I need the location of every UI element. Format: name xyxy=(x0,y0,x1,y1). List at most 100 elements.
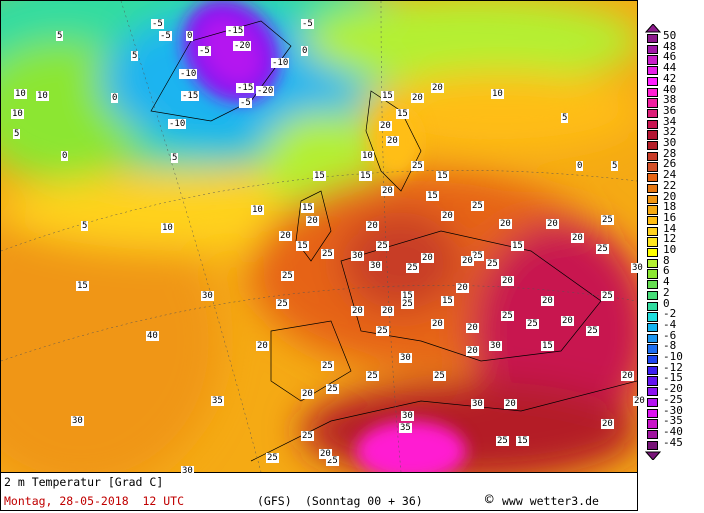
temperature-label: 20 xyxy=(456,283,469,293)
temperature-label: 25 xyxy=(486,259,499,269)
legend-row: -25 xyxy=(643,394,703,408)
temperature-map: -5 -5 0 5 0 -15 -20 -5 -10 -10 -15 -15 -5 -20 -10 -5 0 5 1… xyxy=(0,0,651,491)
legend-swatch xyxy=(647,130,658,140)
legend-row: -40 xyxy=(643,426,703,440)
legend-swatch xyxy=(647,301,658,311)
legend-label: 14 xyxy=(663,221,677,235)
temperature-label: 15 xyxy=(301,203,314,213)
map-title: 2 m Temperatur [Grad C] xyxy=(4,475,164,489)
temperature-label: 20 xyxy=(381,306,394,316)
legend-swatch xyxy=(647,151,658,162)
legend-swatch xyxy=(647,98,658,108)
legend-label: -40 xyxy=(663,424,683,438)
legend-swatch xyxy=(647,397,658,408)
legend-swatch xyxy=(647,141,658,151)
legend-row: 28 xyxy=(643,148,703,162)
legend-label: -35 xyxy=(663,414,683,428)
legend-label: -8 xyxy=(663,339,677,353)
temperature-label: 25 xyxy=(321,361,334,371)
legend-row: 46 xyxy=(643,51,703,65)
temperature-label: 10 xyxy=(11,109,24,119)
temperature-label: 25 xyxy=(526,319,539,329)
legend-label: -6 xyxy=(663,328,677,342)
temperature-label: 5 xyxy=(611,161,619,171)
temperature-label: 20 xyxy=(306,216,319,226)
temperature-label: -5 xyxy=(159,31,172,41)
legend-label: 36 xyxy=(663,103,677,117)
legend-swatch xyxy=(647,248,658,258)
legend-swatch xyxy=(647,290,658,301)
temperature-label: 10 xyxy=(361,151,374,161)
temperature-label: 5 xyxy=(171,153,179,163)
legend-label: 12 xyxy=(663,232,677,246)
temperature-label: 5 xyxy=(81,221,89,231)
temperature-label: 30 xyxy=(369,261,382,271)
temperature-label: 25 xyxy=(376,241,389,251)
legend-row: 50 xyxy=(643,30,703,44)
temperature-label: 20 xyxy=(561,316,574,326)
temperature-label: 25 xyxy=(596,244,609,254)
legend-label: -4 xyxy=(663,317,677,331)
temperature-label: 25 xyxy=(326,456,339,466)
temperature-label: 15 xyxy=(396,109,409,119)
temperature-label: -20 xyxy=(233,41,252,51)
temperature-label: 30 xyxy=(631,263,644,273)
temperature-label: 40 xyxy=(146,331,159,341)
map-footer: 2 m Temperatur [Grad C] Montag, 28-05-20… xyxy=(0,473,638,511)
temperature-label: 35 xyxy=(211,396,224,406)
legend-label: 22 xyxy=(663,178,677,192)
legend-label: 26 xyxy=(663,157,677,171)
temperature-label: -10 xyxy=(179,69,198,79)
temperature-label: 0 xyxy=(111,93,119,103)
temperature-label: 20 xyxy=(386,136,399,146)
temperature-label: 20 xyxy=(319,449,332,459)
site-link[interactable]: www wetter3.de xyxy=(502,494,599,508)
legend-row: 18 xyxy=(643,201,703,215)
legend-swatch xyxy=(647,429,658,440)
legend-swatch xyxy=(647,183,658,194)
legend-row: 42 xyxy=(643,73,703,87)
temperature-label: 5 xyxy=(56,31,64,41)
legend-row: 22 xyxy=(643,180,703,194)
temperature-label: 30 xyxy=(399,353,412,363)
legend-swatch xyxy=(647,44,658,55)
temperature-label: 10 xyxy=(161,223,174,233)
temperature-label: 5 xyxy=(13,129,21,139)
temperature-label: -10 xyxy=(271,58,290,68)
legend-swatch xyxy=(647,387,658,397)
legend-label: -20 xyxy=(663,382,683,396)
temperature-label: 30 xyxy=(471,399,484,409)
temperature-label: 20 xyxy=(301,389,314,399)
temperature-label: 5 xyxy=(131,51,139,61)
temperature-label: 15 xyxy=(516,436,529,446)
legend-label: 28 xyxy=(663,146,677,160)
temperature-label: 20 xyxy=(461,256,474,266)
legend-label: 4 xyxy=(663,275,670,289)
legend-swatch xyxy=(647,344,658,354)
temperature-label: 30 xyxy=(71,416,84,426)
temperature-label: 20 xyxy=(381,186,394,196)
temperature-label: 10 xyxy=(491,89,504,99)
temperature-label: 35 xyxy=(399,423,412,433)
legend-row: 6 xyxy=(643,265,703,279)
temperature-label: -15 xyxy=(236,83,255,93)
temperature-label: 25 xyxy=(496,436,509,446)
temperature-label: 30 xyxy=(489,341,502,351)
temperature-label: 15 xyxy=(441,296,454,306)
temperature-label: 25 xyxy=(411,161,424,171)
legend-swatch xyxy=(647,55,658,65)
legend-swatch xyxy=(647,108,658,119)
temperature-label: -10 xyxy=(168,119,187,129)
temperature-label: 10 xyxy=(14,89,27,99)
legend-row: 2 xyxy=(643,287,703,301)
legend-swatch xyxy=(647,226,658,236)
legend-label: 40 xyxy=(663,82,677,96)
legend-row: -35 xyxy=(643,415,703,429)
temperature-label: 25 xyxy=(586,326,599,336)
temperature-label: 15 xyxy=(541,341,554,351)
legend-row: -45 xyxy=(643,437,703,451)
temperature-label: 15 xyxy=(76,281,89,291)
temperature-label: 10 xyxy=(36,91,49,101)
legend-row: -15 xyxy=(643,372,703,386)
legend-row: 40 xyxy=(643,84,703,98)
